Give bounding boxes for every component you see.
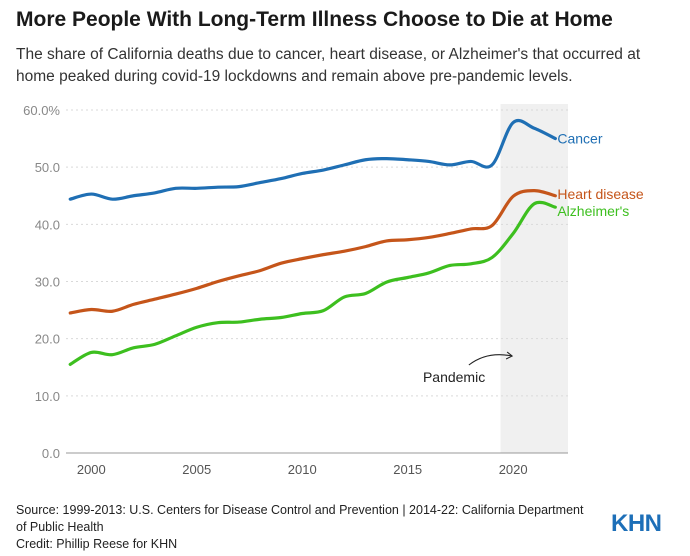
line-chart: Pandemic 0.0 10.0 20.0 30.0 40.0 50.0 60.0% 200…	[23, 103, 644, 477]
x-tick-label: 2015	[393, 462, 422, 477]
y-tick-label: 20.0	[35, 332, 60, 347]
y-tick-label: 50.0	[35, 160, 60, 175]
tick-and-series-labels: 0.0 10.0 20.0 30.0 40.0 50.0 60.0% 2000 2005 2010…	[23, 103, 644, 477]
x-tick-label: 2000	[77, 462, 106, 477]
source-note: Source: 1999-2013: U.S. Centers for Dise…	[16, 503, 584, 534]
pandemic-label: Pandemic	[423, 369, 485, 385]
pandemic-band-layer	[500, 104, 568, 453]
annotations: Pandemic	[423, 351, 514, 385]
series-label-alzheimer-s: Alzheimer's	[557, 203, 629, 219]
y-tick-label: 0.0	[42, 446, 60, 461]
chart-title: More People With Long-Term Illness Choos…	[16, 8, 613, 31]
x-tick-label: 2020	[499, 462, 528, 477]
y-tick-label: 10.0	[35, 389, 60, 404]
x-tick-label: 2005	[182, 462, 211, 477]
series-line-alzheimer-s	[68, 200, 557, 366]
y-tick-label: 40.0	[35, 217, 60, 232]
pandemic-band	[500, 104, 568, 453]
series-label-heart-disease: Heart disease	[557, 186, 644, 202]
series-label-cancer: Cancer	[557, 131, 602, 147]
series-line-cancer	[68, 118, 557, 201]
y-tick-label: 30.0	[35, 275, 60, 290]
credit-note: Credit: Phillip Reese for KHN	[16, 537, 178, 551]
x-tick-label: 2010	[288, 462, 317, 477]
pandemic-arrowhead	[505, 351, 514, 360]
series-line-heart-disease	[68, 189, 557, 315]
gridlines	[66, 109, 568, 454]
chart-subtitle: The share of California deaths due to ca…	[16, 46, 641, 85]
pandemic-arrow	[468, 354, 513, 366]
khn-logo: KHN	[611, 510, 662, 537]
y-tick-label: 60.0%	[23, 103, 60, 118]
series-lines	[68, 118, 557, 366]
footer: Source: 1999-2013: U.S. Centers for Dise…	[16, 502, 596, 553]
